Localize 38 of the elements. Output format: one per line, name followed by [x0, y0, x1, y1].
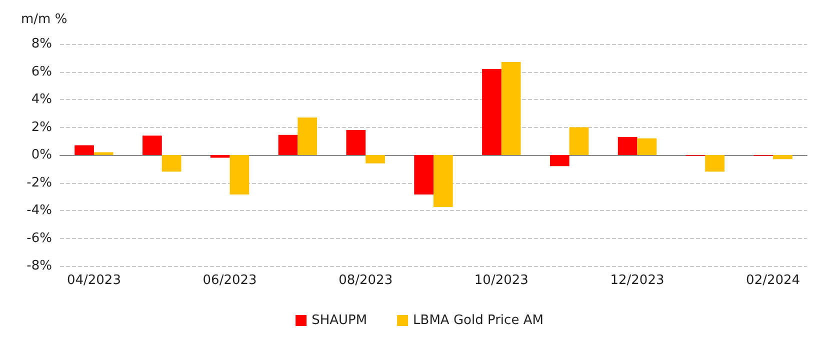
bar	[366, 155, 385, 164]
legend-label: SHAUPM	[312, 313, 368, 328]
y-tick-label: -8%	[26, 258, 52, 274]
y-tick-label: -4%	[26, 203, 52, 218]
y-axis-title: m/m %	[21, 12, 68, 27]
bar	[162, 155, 182, 172]
y-tick-label: 2%	[31, 120, 52, 135]
bar	[705, 155, 724, 172]
bar	[230, 155, 250, 195]
x-tick-label: 02/2024	[746, 273, 800, 288]
bar	[434, 155, 453, 208]
y-tick-label: 6%	[31, 64, 52, 80]
bar	[94, 152, 114, 155]
y-tick-label: 4%	[31, 92, 52, 107]
bar	[637, 138, 657, 155]
bar	[278, 134, 298, 155]
bar	[74, 145, 94, 155]
bar	[501, 62, 521, 155]
bar	[210, 155, 230, 158]
bar	[482, 68, 502, 155]
bar	[346, 130, 366, 155]
x-tick-label: 12/2023	[610, 273, 664, 288]
x-tick-label: 08/2023	[338, 273, 393, 288]
y-tick-label: 8%	[31, 36, 52, 52]
bar	[414, 155, 434, 195]
y-tick-label: -6%	[26, 230, 52, 246]
bar	[550, 155, 570, 166]
y-tick-label: -2%	[26, 175, 52, 190]
x-tick-label: 06/2023	[202, 273, 257, 288]
x-tick-label: 04/2023	[66, 273, 121, 288]
bar	[618, 136, 638, 155]
y-tick-label: 0%	[31, 148, 52, 162]
bar	[569, 127, 589, 155]
bar	[142, 136, 162, 155]
x-tick-label: 10/2023	[474, 273, 528, 288]
legend-label: LBMA Gold Price AM	[413, 313, 544, 328]
bar	[773, 155, 792, 160]
bar	[298, 118, 318, 155]
